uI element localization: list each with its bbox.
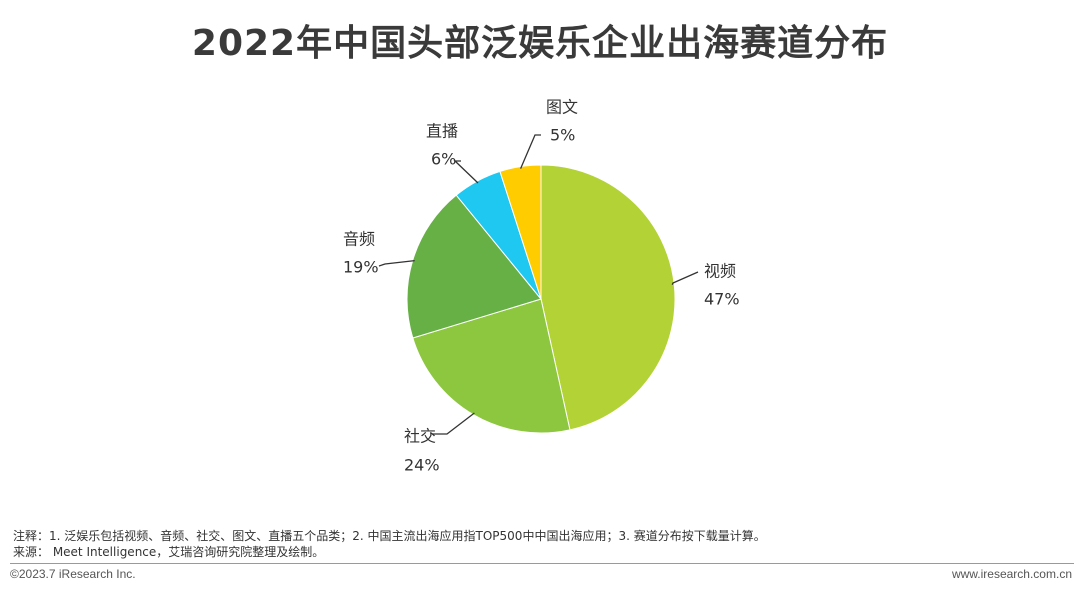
leader-line-1 bbox=[671, 271, 699, 285]
pie-labels: 视频 47% 社交 24% 音频 19% 直播 6% 图文 5% bbox=[343, 98, 740, 475]
pie-chart: 视频 47% 社交 24% 音频 19% 直播 6% 图文 5% bbox=[343, 98, 740, 475]
slice-label-1: 视频 bbox=[704, 262, 736, 281]
footer-divider bbox=[10, 563, 1074, 564]
slice-value-5: 5% bbox=[550, 126, 575, 145]
chart-source: 来源： Meet Intelligence，艾瑞咨询研究院整理及绘制。 bbox=[13, 545, 325, 559]
leader-line-4 bbox=[453, 160, 479, 184]
leader-line-5 bbox=[520, 134, 541, 169]
slice-value-3: 19% bbox=[343, 258, 379, 277]
slice-label-3: 音频 bbox=[343, 230, 375, 249]
leader-line-3 bbox=[378, 259, 415, 267]
pie-slice-2 bbox=[412, 298, 571, 434]
slice-label-5: 图文 bbox=[546, 98, 578, 117]
copyright-text: ©2023.7 iResearch Inc. bbox=[10, 567, 136, 581]
leader-line-2 bbox=[430, 412, 475, 435]
pie-slice-3 bbox=[406, 194, 542, 339]
slice-value-2: 24% bbox=[404, 456, 440, 475]
slice-label-2: 社交 bbox=[404, 427, 436, 446]
page-title: 2022年中国头部泛娱乐企业出海赛道分布 bbox=[191, 23, 889, 64]
slice-value-4: 6% bbox=[431, 150, 456, 169]
slice-label-4: 直播 bbox=[426, 122, 458, 141]
pie-slices bbox=[406, 164, 676, 434]
pie-slice-5 bbox=[499, 164, 542, 300]
slice-value-1: 47% bbox=[704, 290, 740, 309]
chart-note: 注释：1. 泛娱乐包括视频、音频、社交、图文、直播五个品类；2. 中国主流出海应… bbox=[13, 529, 766, 543]
pie-slice-1 bbox=[540, 164, 676, 431]
website-link[interactable]: www.iresearch.com.cn bbox=[951, 567, 1072, 581]
